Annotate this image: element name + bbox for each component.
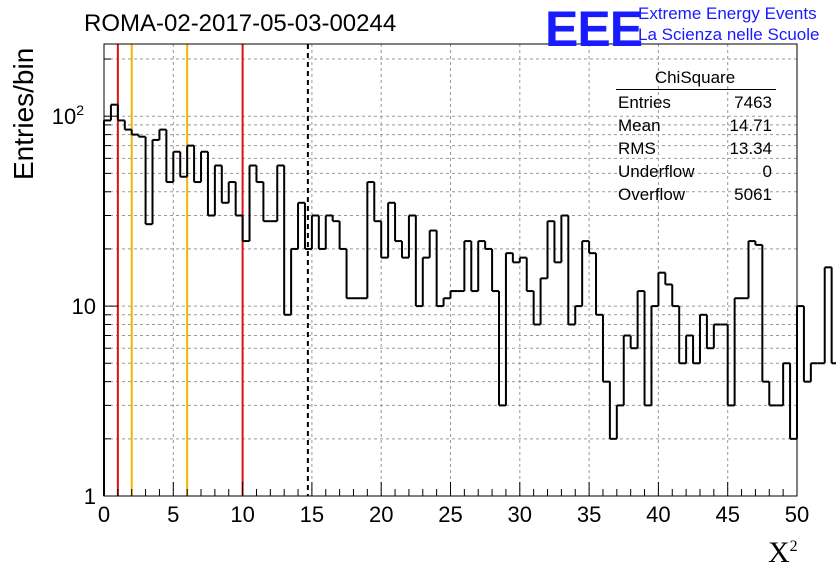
stats-row: RMS 13.34 bbox=[618, 139, 772, 161]
x-tick-label: 40 bbox=[646, 502, 670, 527]
stats-title: ChiSquare bbox=[654, 68, 736, 87]
x-tick-label: 15 bbox=[300, 502, 324, 527]
stats-key: Entries bbox=[618, 93, 671, 112]
x-axis-label-base: X bbox=[768, 536, 790, 569]
x-tick-label: 25 bbox=[438, 502, 462, 527]
eee-logo: EEE bbox=[545, 1, 643, 57]
x-axis-label: X2 bbox=[768, 536, 798, 570]
x-tick-label: 5 bbox=[167, 502, 179, 527]
stats-value: 7463 bbox=[734, 93, 772, 112]
stats-value: 5061 bbox=[734, 185, 772, 204]
stats-row: Entries 7463 bbox=[618, 93, 772, 115]
stats-row: Underflow 0 bbox=[618, 162, 772, 184]
x-tick-label: 30 bbox=[508, 502, 532, 527]
stats-box: ChiSquare Entries 7463 Mean 14.71 RMS 13… bbox=[612, 64, 778, 212]
x-tick-label: 50 bbox=[785, 502, 809, 527]
logo-line-2: La Scienza nelle Scuole bbox=[638, 25, 820, 44]
y-tick-label: 10 bbox=[72, 294, 96, 319]
y-tick-label: 1 bbox=[84, 484, 96, 509]
x-tick-label: 45 bbox=[715, 502, 739, 527]
x-tick-label: 10 bbox=[230, 502, 254, 527]
stats-row: Overflow 5061 bbox=[618, 185, 772, 207]
x-axis-label-exponent: 2 bbox=[789, 538, 798, 555]
y-tick-exponent: 2 bbox=[76, 102, 84, 118]
stats-value: 0 bbox=[762, 162, 772, 181]
x-tick-label: 35 bbox=[577, 502, 601, 527]
y-axis-label: Entries/bin bbox=[8, 47, 39, 180]
stats-key: Underflow bbox=[618, 162, 695, 181]
stats-key: RMS bbox=[618, 139, 656, 158]
chart-title: ROMA-02-2017-05-03-00244 bbox=[84, 10, 397, 37]
stats-divider bbox=[616, 89, 776, 90]
x-tick-label: 0 bbox=[98, 502, 110, 527]
stats-value: 14.71 bbox=[729, 116, 772, 135]
y-tick-label: 102 bbox=[52, 102, 84, 129]
logo-line-1: Extreme Energy Events bbox=[638, 4, 817, 23]
stats-key: Overflow bbox=[618, 185, 686, 204]
x-tick-label: 20 bbox=[369, 502, 393, 527]
stats-value: 13.34 bbox=[729, 139, 772, 158]
stats-row: Mean 14.71 bbox=[618, 116, 772, 138]
stats-key: Mean bbox=[618, 116, 661, 135]
